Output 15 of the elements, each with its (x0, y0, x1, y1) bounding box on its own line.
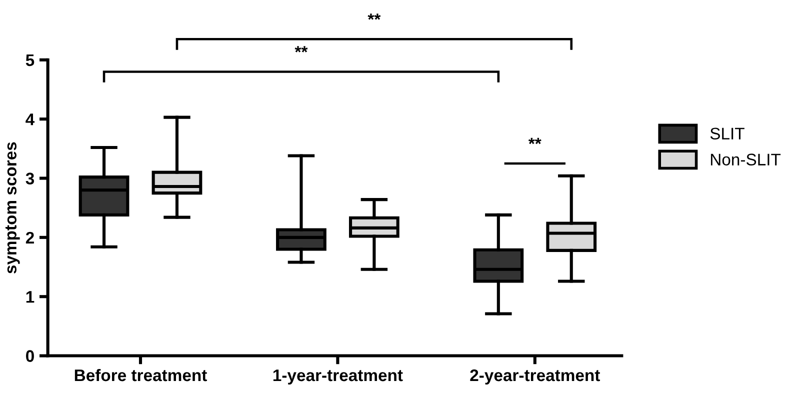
x-tick-label: 1-year-treatment (273, 370, 403, 385)
annotation: ** (528, 138, 542, 144)
y-tick-label: 1 (26, 291, 34, 303)
text: ** (368, 14, 381, 20)
y-tick-label: 2 (26, 232, 34, 244)
legend-label: Non-SLIT (710, 154, 781, 166)
y-tick-label: 0 (26, 350, 34, 362)
y-tick-label: 4 (26, 114, 35, 126)
y-tick-label: 5 (26, 54, 34, 66)
x-tick-label: Before treatment (74, 368, 207, 382)
x-tick-label: 2-year-treatment (470, 369, 600, 385)
y-axis-title: symptom scores (5, 142, 20, 274)
text: ** (294, 46, 308, 52)
legend-label: SLIT (710, 128, 744, 140)
y-tick-label: 3 (26, 172, 34, 184)
